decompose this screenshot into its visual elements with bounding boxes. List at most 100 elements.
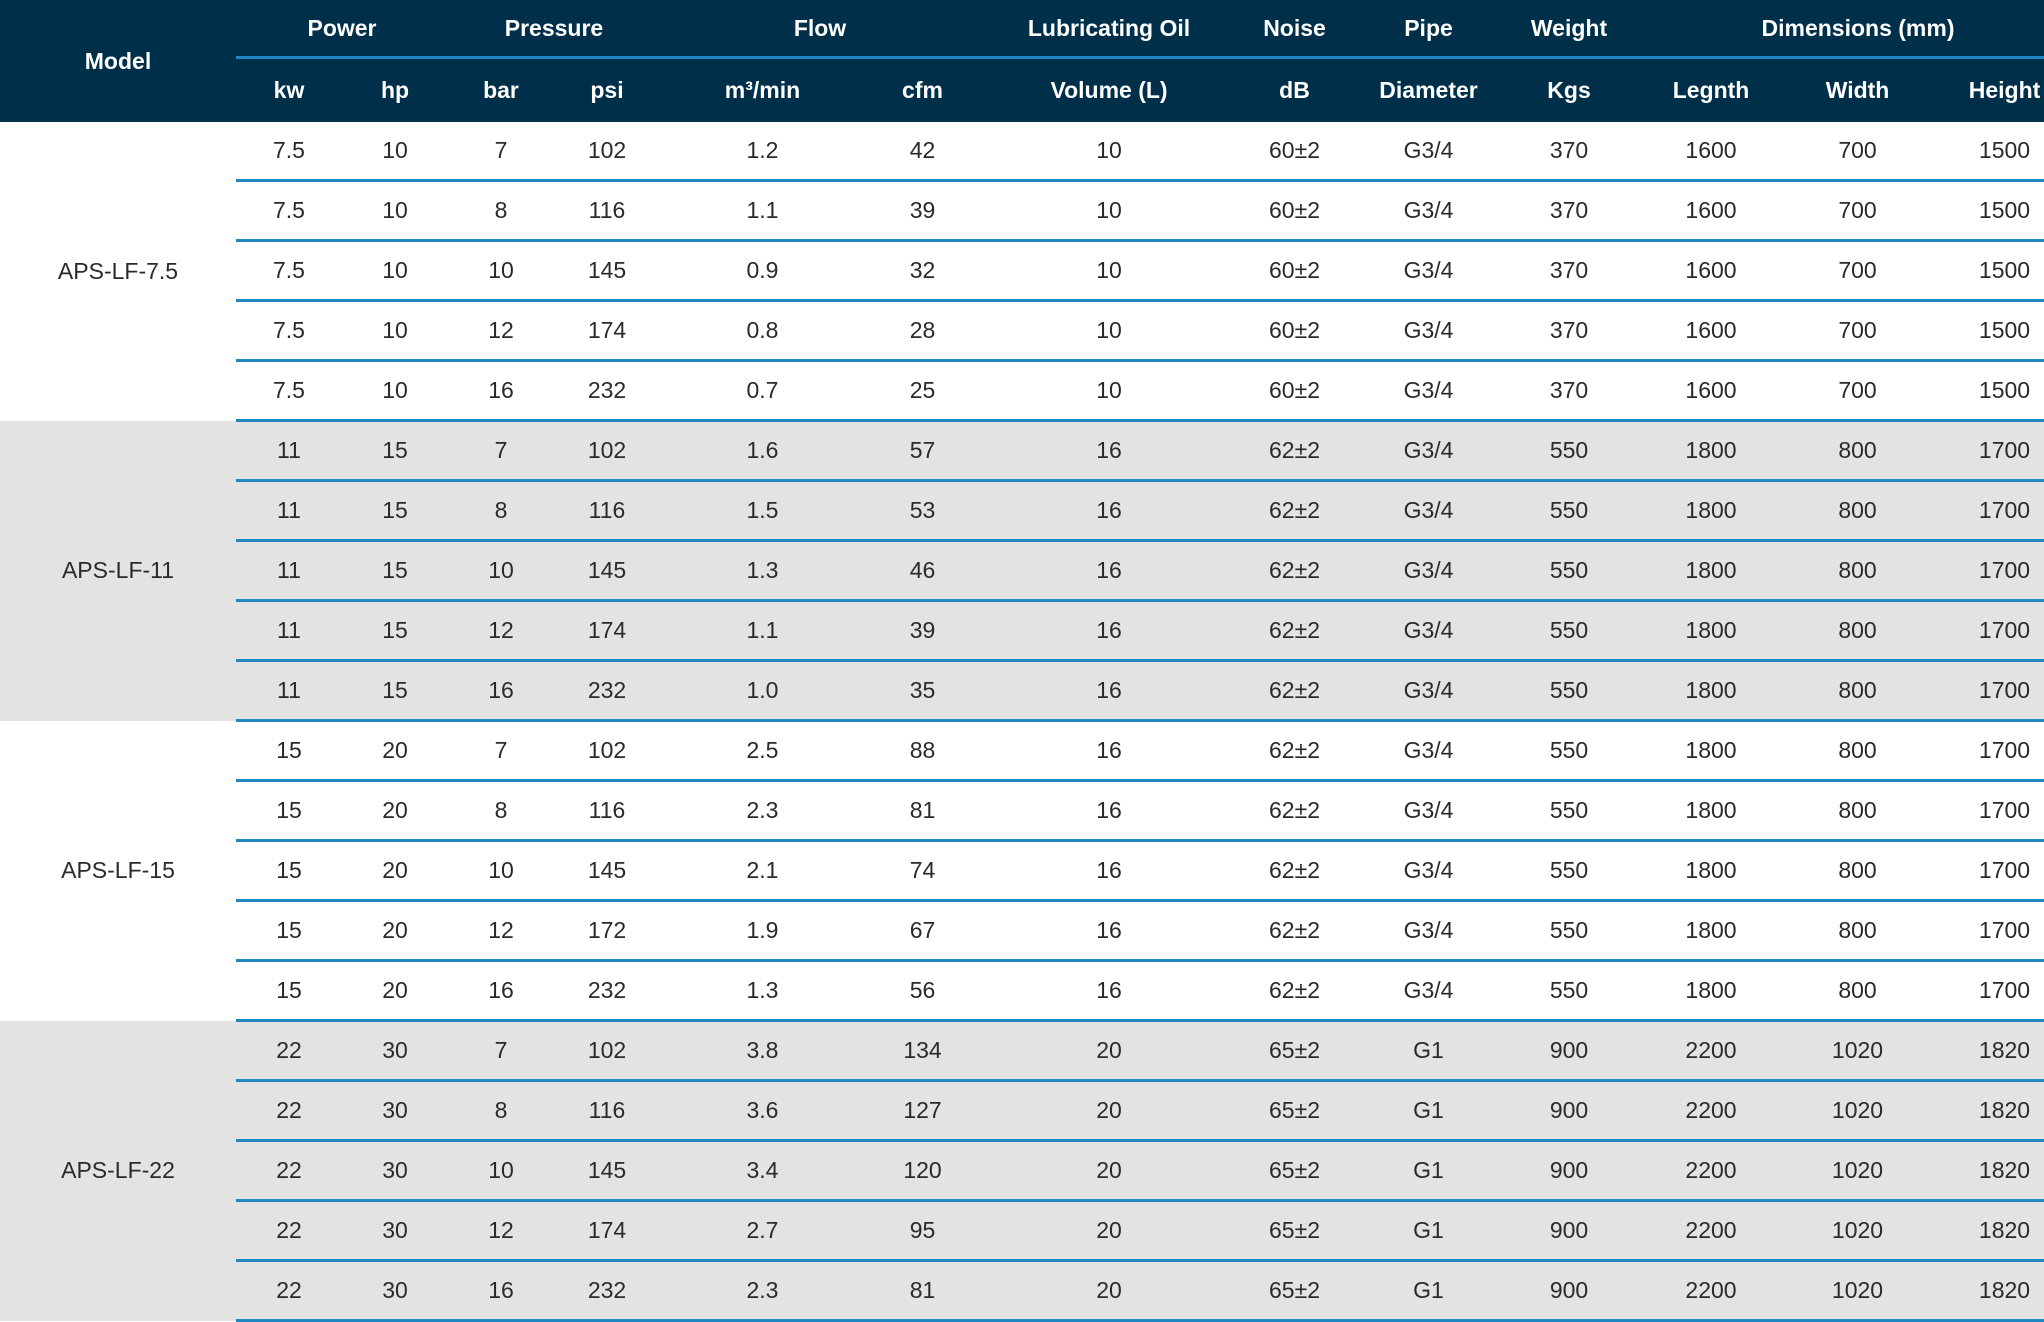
table-row: 22 30 8 116 3.6 127 20 65±2 G1 900 2200 1020 1820 — [0, 1080, 2044, 1142]
sub-header: dB — [1238, 57, 1352, 122]
table-cell: 81 — [865, 780, 981, 842]
table-cell: 30 — [342, 1260, 448, 1322]
model-name: APS-LF-7.5 — [0, 122, 236, 421]
table-cell: 1500 — [1925, 300, 2044, 362]
table-cell: 1800 — [1632, 720, 1791, 782]
table-cell: 370 — [1506, 300, 1633, 362]
table-cell: 11 — [236, 540, 342, 602]
table-cell: 800 — [1790, 720, 1926, 782]
table-row: APS-LF-11 11 15 7 102 1.6 57 16 62±2 G3/4 550 1800 8… — [0, 420, 2044, 721]
table-cell: 62±2 — [1238, 960, 1352, 1022]
table-cell: 62±2 — [1238, 900, 1352, 962]
table-cell: 1700 — [1925, 600, 2044, 662]
table-cell: 3.6 — [660, 1080, 865, 1142]
table-cell: 1700 — [1925, 720, 2044, 782]
table-cell: 10 — [980, 122, 1239, 182]
table-cell: 1700 — [1925, 660, 2044, 722]
table-cell: 1820 — [1925, 1140, 2044, 1202]
table-row: 7.5 10 16 232 0.7 25 10 60±2 G3/4 370 1600 700 1500 — [0, 360, 2044, 422]
table-cell: 174 — [554, 300, 660, 362]
table-cell: 7.5 — [236, 360, 342, 422]
table-cell: 1.6 — [660, 420, 865, 482]
table-cell: 65±2 — [1238, 1080, 1352, 1142]
group-header: Weight — [1506, 0, 1633, 59]
table-cell: 20 — [980, 1200, 1239, 1262]
table-cell: 800 — [1790, 420, 1926, 482]
table-cell: 30 — [342, 1080, 448, 1142]
table-cell: 550 — [1506, 540, 1633, 602]
table-cell: 1820 — [1925, 1020, 2044, 1082]
table-cell: 30 — [342, 1200, 448, 1262]
table-cell: 120 — [865, 1140, 981, 1202]
table-cell: 7.5 — [236, 300, 342, 362]
table-cell: 11 — [236, 660, 342, 722]
table-cell: 174 — [554, 1200, 660, 1262]
table-cell: 10 — [342, 240, 448, 302]
table-cell: 1700 — [1925, 480, 2044, 542]
table-cell: 145 — [554, 1140, 660, 1202]
table-cell: 16 — [980, 600, 1239, 662]
table-cell: 1.0 — [660, 660, 865, 722]
table-cell: 16 — [448, 1260, 554, 1322]
table-cell: 62±2 — [1238, 660, 1352, 722]
table-cell: 174 — [554, 600, 660, 662]
group-header: Lubricating Oil — [980, 0, 1239, 59]
table-cell: 65±2 — [1238, 1020, 1352, 1082]
table-cell: 2.5 — [660, 720, 865, 782]
table-body: APS-LF-7.5 7.5 10 7 102 1.2 42 10 60±2 G3/4 370 160… — [0, 122, 2044, 1322]
table-cell: 1800 — [1632, 600, 1791, 662]
table-cell: 102 — [554, 720, 660, 782]
table-cell: 7.5 — [236, 180, 342, 242]
table-cell: 15 — [236, 960, 342, 1022]
table-row: 11 15 8 116 1.5 53 16 62±2 G3/4 550 1800 800 1700 — [0, 480, 2044, 542]
table-cell: G3/4 — [1351, 122, 1507, 182]
table-cell: G3/4 — [1351, 780, 1507, 842]
table-cell: 65±2 — [1238, 1140, 1352, 1202]
table-cell: 15 — [342, 420, 448, 482]
table-cell: 1700 — [1925, 540, 2044, 602]
table-cell: 1600 — [1632, 240, 1791, 302]
table-cell: 1500 — [1925, 240, 2044, 302]
table-cell: G3/4 — [1351, 720, 1507, 782]
table-cell: 1.1 — [660, 180, 865, 242]
table-cell: 35 — [865, 660, 981, 722]
table-cell: 10 — [448, 540, 554, 602]
table-cell: 700 — [1790, 240, 1926, 302]
table-cell: 81 — [865, 1260, 981, 1322]
table-cell: 550 — [1506, 660, 1633, 722]
model-name: APS-LF-11 — [0, 420, 236, 721]
table-cell: 56 — [865, 960, 981, 1022]
table-cell: 20 — [980, 1140, 1239, 1202]
model-name: APS-LF-22 — [0, 1020, 236, 1321]
table-cell: 1020 — [1790, 1260, 1926, 1322]
table-cell: 2200 — [1632, 1260, 1791, 1322]
table-cell: 20 — [980, 1080, 1239, 1142]
table-cell: 1800 — [1632, 840, 1791, 902]
table-cell: 102 — [554, 420, 660, 482]
table-cell: G3/4 — [1351, 420, 1507, 482]
table-row: 22 30 16 232 2.3 81 20 65±2 G1 900 2200 1020 1820 — [0, 1260, 2044, 1322]
sub-header: Volume (L) — [980, 57, 1239, 122]
table-cell: 12 — [448, 1200, 554, 1262]
group-header: Power — [236, 0, 448, 59]
table-row: 11 15 12 174 1.1 39 16 62±2 G3/4 550 1800 800 1700 — [0, 600, 2044, 662]
table-cell: 8 — [448, 1080, 554, 1142]
table-cell: 8 — [448, 780, 554, 842]
group-header: Pipe — [1351, 0, 1507, 59]
table-cell: 550 — [1506, 840, 1633, 902]
table-cell: 1600 — [1632, 180, 1791, 242]
table-cell: 1.2 — [660, 122, 865, 182]
sub-header: kw — [236, 57, 342, 122]
table-cell: 46 — [865, 540, 981, 602]
table-cell: 700 — [1790, 122, 1926, 182]
sub-header: cfm — [865, 57, 981, 122]
table-cell: 62±2 — [1238, 600, 1352, 662]
table-cell: 1700 — [1925, 780, 2044, 842]
table-cell: 134 — [865, 1020, 981, 1082]
table-cell: 60±2 — [1238, 240, 1352, 302]
table-cell: 1700 — [1925, 420, 2044, 482]
table-cell: 1800 — [1632, 480, 1791, 542]
table-cell: 1020 — [1790, 1020, 1926, 1082]
table-cell: 550 — [1506, 900, 1633, 962]
